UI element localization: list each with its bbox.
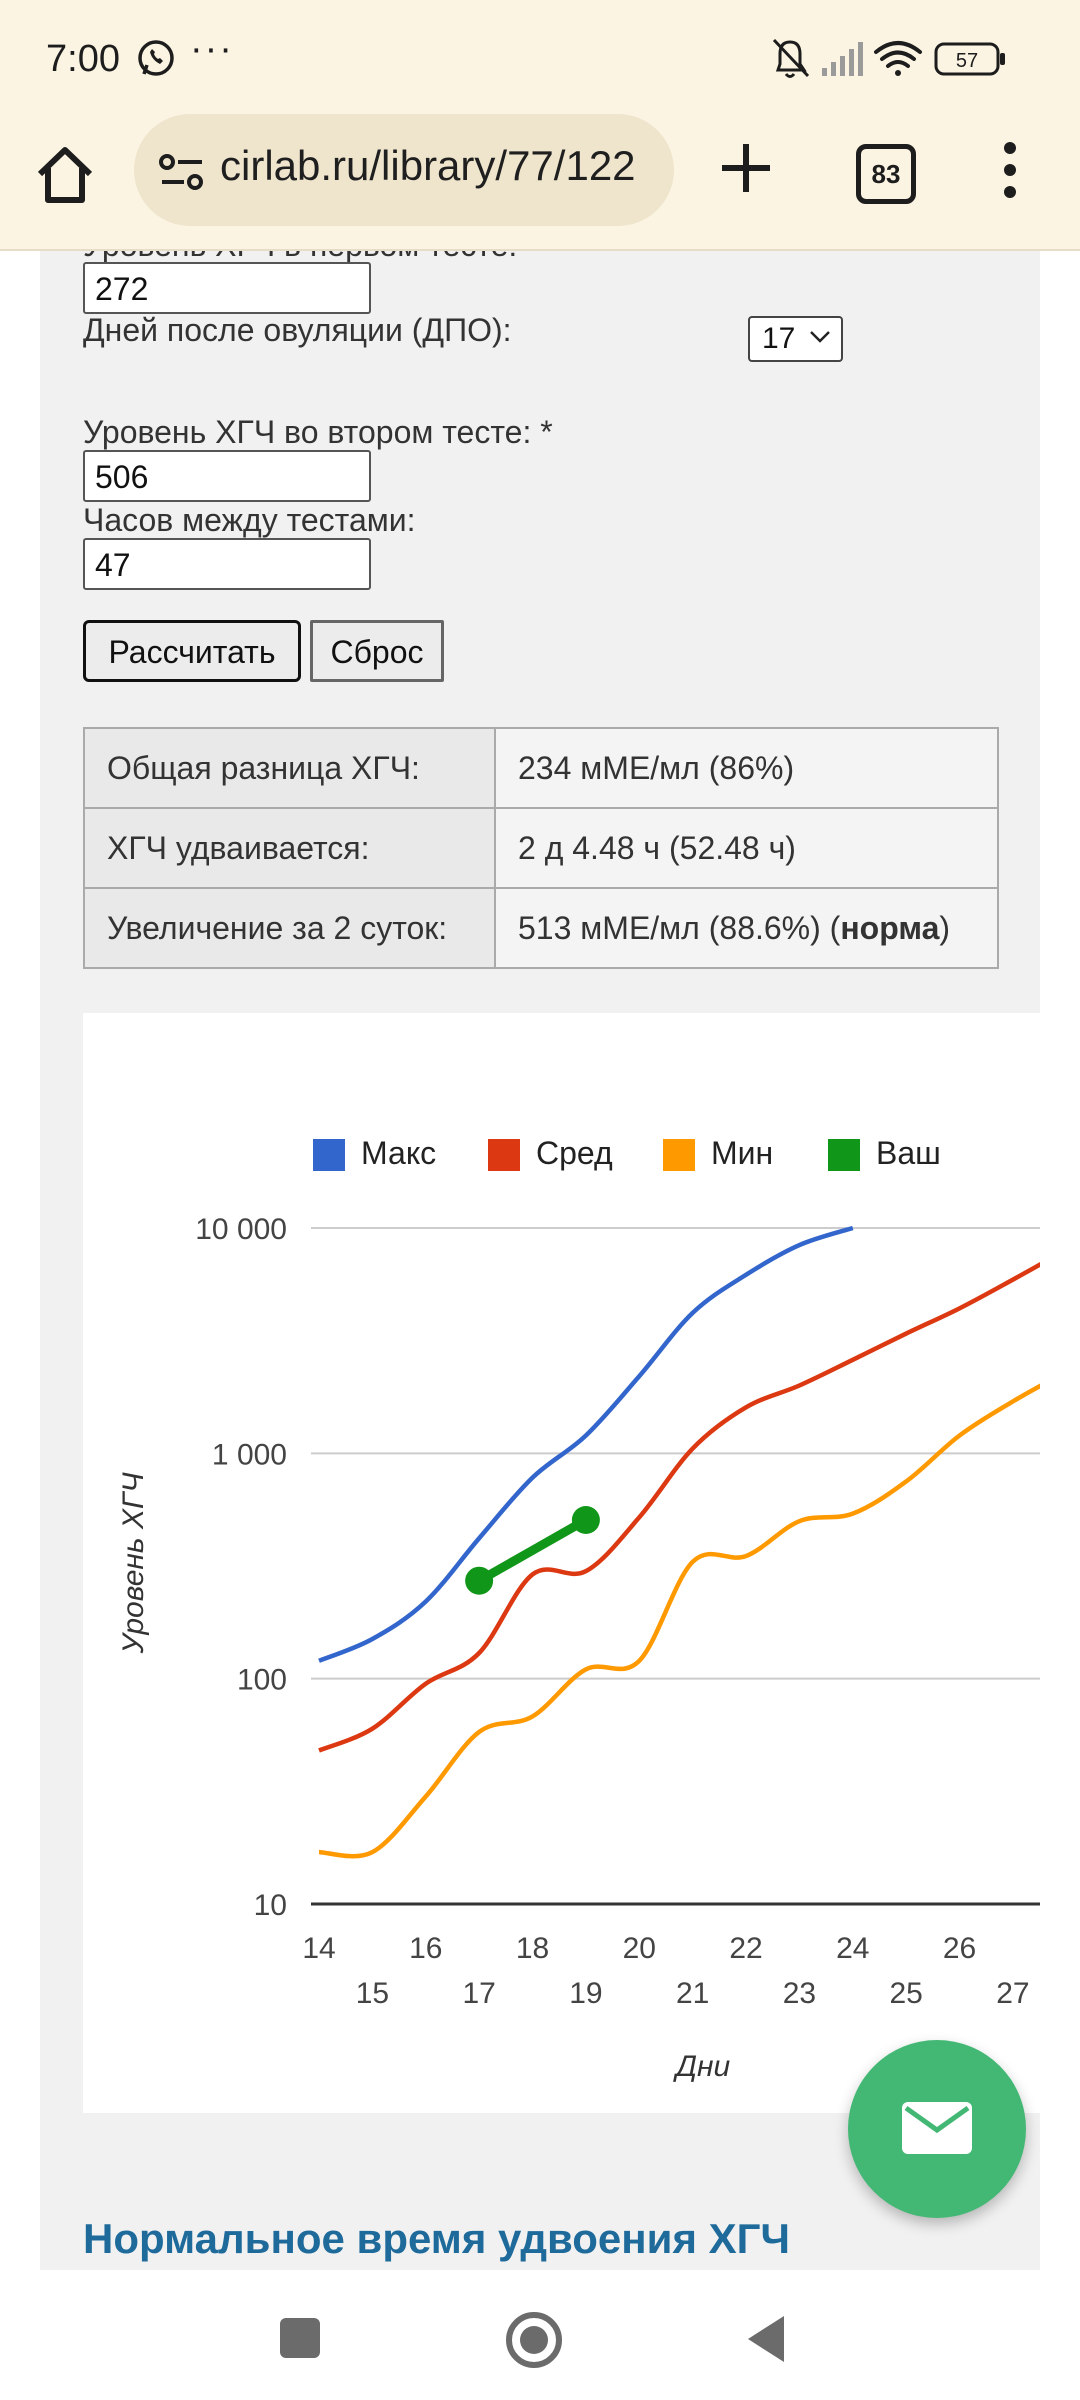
results-table: Общая разница ХГЧ: 234 мМЕ/мл (86%) ХГЧ … <box>83 727 999 969</box>
hours-label: Часов между тестами: <box>83 502 416 538</box>
series-point <box>465 1566 494 1595</box>
dpo-select[interactable]: 17 <box>748 316 843 362</box>
status-bar-top: 7:00 ··· <box>0 0 1080 120</box>
chevron-down-icon <box>810 331 830 343</box>
result-value: 2 д 4.48 ч (52.48 ч) <box>494 807 999 889</box>
legend-label: Макс <box>361 1135 437 1171</box>
site-settings-icon[interactable] <box>158 152 206 192</box>
dpo-label: Дней после овуляции (ДПО): <box>83 312 512 348</box>
second-test-input[interactable]: 506 <box>83 450 371 502</box>
x-tick-label: 22 <box>729 1932 762 1965</box>
signal-icon <box>822 42 863 76</box>
status-more-dots: ··· <box>190 28 234 70</box>
recent-apps-icon[interactable] <box>278 2316 322 2360</box>
new-tab-icon[interactable] <box>716 138 776 198</box>
y-tick-label: 10 000 <box>195 1213 287 1246</box>
table-row: Общая разница ХГЧ: 234 мМЕ/мл (86%) <box>83 727 999 809</box>
dpo-select-value: 17 <box>762 322 796 355</box>
result-value: 234 мМЕ/мл (86%) <box>494 727 999 809</box>
x-axis-title: Дни <box>673 2050 731 2083</box>
y-axis-title: Уровень ХГЧ <box>117 1472 150 1655</box>
y-tick-label: 10 <box>254 1889 287 1922</box>
first-test-input[interactable]: 272 <box>83 262 371 314</box>
status-time-top: 7:00 <box>46 38 120 80</box>
x-tick-label: 19 <box>569 1977 602 2010</box>
second-test-label: Уровень ХГЧ во втором тесте: * <box>83 414 553 450</box>
y-tick-label: 1 000 <box>212 1438 287 1471</box>
series-line-Макс <box>318 1225 854 1663</box>
chart-svg: 10 100 1 000 10 000 14 15 16 17 18 19 20 21 22 23 24 25… <box>117 1213 1040 2083</box>
muted-bell-icon <box>772 38 810 78</box>
section-title: Нормальное время удвоения ХГЧ <box>83 2215 790 2262</box>
legend-swatch <box>488 1139 520 1171</box>
legend-label: Мин <box>711 1135 774 1171</box>
address-bar[interactable]: cirlab.ru/library/77/122 <box>134 114 674 226</box>
series-point <box>571 1505 600 1534</box>
legend-swatch <box>313 1139 345 1171</box>
url-text: cirlab.ru/library/77/122 <box>220 142 636 189</box>
browser-toolbar: 7:00 ··· <box>0 0 1080 247</box>
calculate-button[interactable]: Рассчитать <box>83 620 301 682</box>
table-row: Увеличение за 2 суток: 513 мМЕ/мл (88.6%… <box>83 887 999 969</box>
status-icons: 57 <box>772 38 1005 78</box>
legend-swatch <box>828 1139 860 1171</box>
menu-icon[interactable] <box>996 140 1024 200</box>
battery-level: 57 <box>956 50 978 72</box>
back-icon[interactable] <box>744 2314 788 2364</box>
y-tick-label: 100 <box>237 1664 287 1697</box>
result-key: Увеличение за 2 суток: <box>83 887 496 969</box>
home-circle-icon[interactable] <box>504 2310 564 2370</box>
tab-count: 83 <box>871 159 901 189</box>
hcg-chart: Макс Сред Мин Ваш 10 100 1 000 10 000 14 15 16 17 1… <box>83 1013 1040 2113</box>
x-tick-label: 24 <box>836 1932 869 1965</box>
x-tick-label: 17 <box>462 1977 495 2010</box>
x-tick-label: 23 <box>783 1977 816 2010</box>
result-value-suffix: ) <box>939 909 951 946</box>
system-nav-bar <box>0 2270 1080 2400</box>
series-line-Сред <box>318 1262 1040 1753</box>
hours-input[interactable]: 47 <box>83 538 371 590</box>
series-line-Мин <box>318 1383 1040 1859</box>
mail-icon <box>902 2102 972 2154</box>
result-value-bold: норма <box>840 909 940 946</box>
table-row: ХГЧ удваивается: 2 д 4.48 ч (52.48 ч) <box>83 807 999 889</box>
legend-label: Сред <box>536 1135 613 1171</box>
x-tick-label: 25 <box>889 1977 922 2010</box>
x-tick-label: 18 <box>516 1932 549 1965</box>
legend-label: Ваш <box>876 1135 941 1171</box>
contact-fab-button[interactable] <box>848 2040 1026 2218</box>
x-tick-label: 21 <box>676 1977 709 2010</box>
x-tick-label: 15 <box>356 1977 389 2010</box>
x-tick-label: 20 <box>623 1932 656 1965</box>
wifi-icon <box>874 41 922 76</box>
x-tick-label: 14 <box>302 1932 335 1965</box>
result-key: Общая разница ХГЧ: <box>83 727 496 809</box>
legend-swatch <box>663 1139 695 1171</box>
result-value: 513 мМЕ/мл (88.6%) (норма) <box>494 887 999 969</box>
x-tick-label: 26 <box>943 1932 976 1965</box>
reset-button[interactable]: Сброс <box>310 620 444 682</box>
x-tick-label: 27 <box>996 1977 1029 2010</box>
result-value-prefix: 513 мМЕ/мл (88.6%) ( <box>518 909 841 946</box>
home-icon[interactable] <box>30 140 100 210</box>
whatsapp-icon <box>138 40 174 76</box>
x-tick-label: 16 <box>409 1932 442 1965</box>
tabs-icon[interactable]: 83 <box>856 144 916 204</box>
battery-icon <box>934 42 1005 76</box>
result-key: ХГЧ удваивается: <box>83 807 496 889</box>
